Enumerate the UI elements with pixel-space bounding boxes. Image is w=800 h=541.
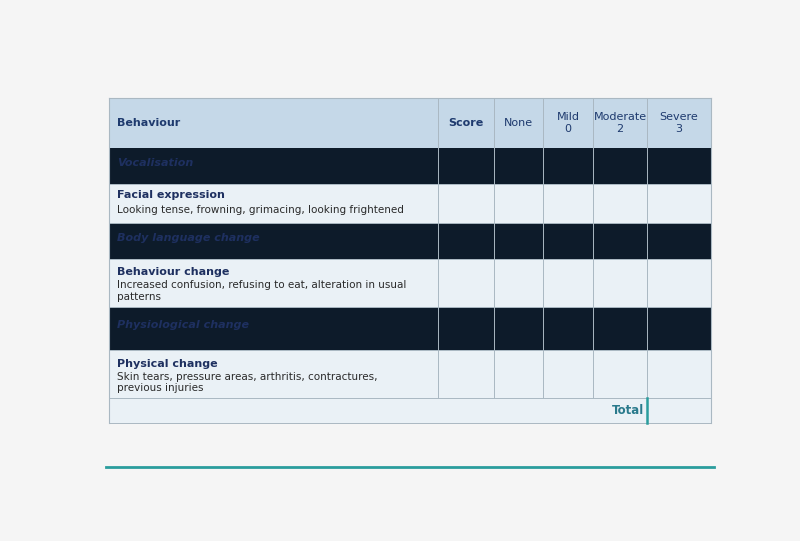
Text: Mild
0: Mild 0 [557, 113, 579, 134]
Text: Moderate
2: Moderate 2 [594, 113, 646, 134]
Text: Looking tense, frowning, grimacing, looking frightened: Looking tense, frowning, grimacing, look… [117, 205, 404, 215]
Bar [110, 398, 710, 423]
Text: Vocalisation: Vocalisation [117, 158, 193, 168]
Bar [110, 307, 710, 350]
Text: Score: Score [448, 118, 483, 128]
Bar [110, 259, 710, 307]
Text: Facial expression: Facial expression [117, 190, 225, 200]
Bar [110, 223, 710, 259]
Bar [110, 183, 710, 223]
Text: Increased confusion, refusing to eat, alteration in usual
patterns: Increased confusion, refusing to eat, al… [117, 280, 406, 301]
Text: Behaviour: Behaviour [117, 118, 180, 128]
Text: None: None [504, 118, 533, 128]
Bar [110, 350, 710, 398]
Text: Severe
3: Severe 3 [660, 113, 698, 134]
Bar [110, 148, 710, 183]
Text: Physiological change: Physiological change [117, 320, 249, 330]
Bar [110, 98, 710, 148]
Text: Behaviour change: Behaviour change [117, 267, 229, 277]
Text: Total: Total [612, 404, 644, 417]
Text: Body language change: Body language change [117, 233, 259, 243]
Text: Skin tears, pressure areas, arthritis, contractures,
previous injuries: Skin tears, pressure areas, arthritis, c… [117, 372, 378, 393]
Text: Physical change: Physical change [117, 359, 218, 368]
